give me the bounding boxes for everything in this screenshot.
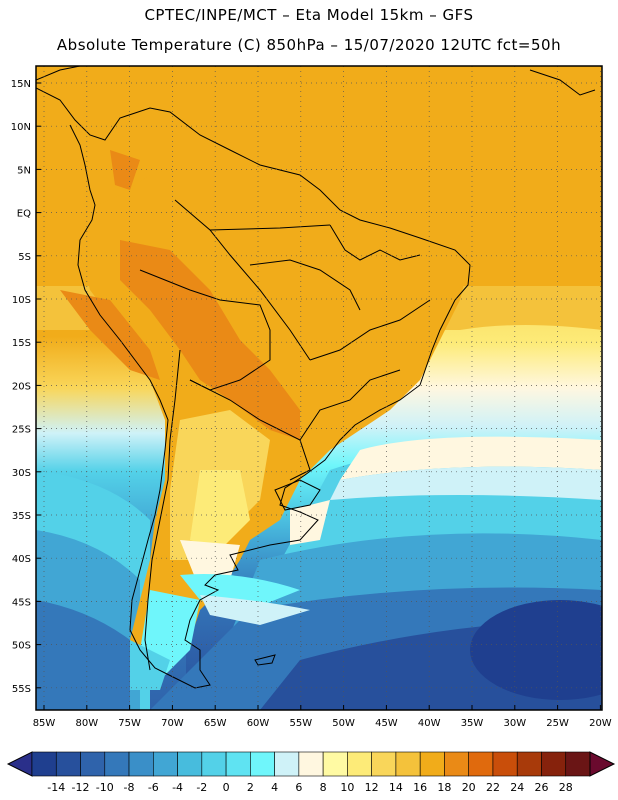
- lat-label: 10N: [11, 122, 31, 133]
- colorbar-cell: [565, 751, 591, 777]
- lat-label: 5N: [17, 165, 31, 176]
- lat-label: 30S: [12, 468, 31, 479]
- lon-label: 65W: [204, 718, 227, 729]
- colorbar-low-arrow: [6, 751, 33, 777]
- lat-label: 35S: [12, 511, 31, 522]
- colorbar-label: 14: [389, 781, 403, 794]
- lon-label: 35W: [461, 718, 484, 729]
- lon-label: 50W: [332, 718, 355, 729]
- lat-label: 15S: [12, 338, 31, 349]
- colorbar-cell: [104, 751, 130, 777]
- lon-label: 20W: [589, 718, 612, 729]
- colorbar-cell: [322, 751, 348, 777]
- colorbar-cell: [177, 751, 203, 777]
- colorbar-cell: [492, 751, 518, 777]
- lat-label: 15N: [11, 79, 31, 90]
- colorbar-label: -8: [124, 781, 135, 794]
- colorbar-label: -10: [96, 781, 114, 794]
- colorbar-label: -12: [72, 781, 90, 794]
- lon-label: 80W: [75, 718, 98, 729]
- colorbar-label: 0: [223, 781, 230, 794]
- colorbar-cell: [468, 751, 494, 777]
- colorbar-label: 10: [340, 781, 354, 794]
- lon-label: 30W: [503, 718, 526, 729]
- colorbar-label: -2: [196, 781, 207, 794]
- lon-label: 60W: [247, 718, 270, 729]
- colorbar-cell: [371, 751, 397, 777]
- colorbar-label: -14: [47, 781, 65, 794]
- colorbar: -14 -12 -10 -8 -6 -4 -2 0 2 4 6 8 10 12 14 16 18 20 22 24 26…: [6, 751, 616, 794]
- colorbar-label: 2: [247, 781, 254, 794]
- colorbar-label: 12: [365, 781, 379, 794]
- colorbar-cell: [128, 751, 154, 777]
- lon-label: 85W: [33, 718, 56, 729]
- colorbar-label: 20: [462, 781, 476, 794]
- lon-label: 45W: [375, 718, 398, 729]
- colorbar-cell: [274, 751, 300, 777]
- temperature-map: 15N 10N 5N EQ 5S 10S 15S 20S 25S 30S 35S 40S 45S 50S 5…: [11, 65, 612, 729]
- colorbar-cell: [516, 751, 542, 777]
- longitude-labels: 85W 80W 75W 70W 65W 60W 55W 50W 45W 40W 35W 30W 25W 2…: [33, 705, 612, 729]
- lat-label: 20S: [12, 381, 31, 392]
- colorbar-label: 6: [295, 781, 302, 794]
- title-line-1: CPTEC/INPE/MCT – Eta Model 15km – GFS: [144, 6, 474, 24]
- colorbar-cell: [80, 751, 106, 777]
- title-line-2: Absolute Temperature (C) 850hPa – 15/07/…: [56, 36, 562, 54]
- latitude-labels: 15N 10N 5N EQ 5S 10S 15S 20S 25S 30S 35S 40S 45S 50S 5…: [11, 79, 41, 695]
- lon-label: 25W: [546, 718, 569, 729]
- colorbar-cell: [55, 751, 81, 777]
- colorbar-cell: [419, 751, 445, 777]
- lat-label: 25S: [12, 425, 31, 436]
- lat-label: 10S: [12, 295, 31, 306]
- lat-label: EQ: [17, 209, 31, 220]
- colorbar-cell: [31, 751, 57, 777]
- colorbar-high-arrow: [589, 751, 616, 777]
- lat-label: 5S: [18, 252, 31, 263]
- lat-label: 55S: [12, 684, 31, 695]
- colorbar-cell: [225, 751, 251, 777]
- colorbar-label: 26: [534, 781, 548, 794]
- colorbar-label: 28: [559, 781, 573, 794]
- lat-label: 45S: [12, 597, 31, 608]
- colorbar-cell: [153, 751, 178, 777]
- map-frame: [35, 65, 603, 711]
- lon-label: 70W: [161, 718, 184, 729]
- lat-label: 40S: [12, 554, 31, 565]
- colorbar-cell: [250, 751, 275, 777]
- colorbar-cell: [444, 751, 469, 777]
- colorbar-label: 4: [271, 781, 278, 794]
- colorbar-label: 22: [486, 781, 500, 794]
- coastline: [36, 66, 596, 689]
- colorbar-label: 18: [437, 781, 451, 794]
- colorbar-cell: [347, 751, 372, 777]
- lon-label: 55W: [289, 718, 312, 729]
- lon-label: 40W: [418, 718, 441, 729]
- colorbar-label: -4: [172, 781, 183, 794]
- colorbar-label: -6: [148, 781, 159, 794]
- colorbar-cell: [298, 751, 324, 777]
- colorbar-label: 8: [320, 781, 327, 794]
- lat-label: 50S: [12, 641, 31, 652]
- lon-label: 75W: [118, 718, 141, 729]
- colorbar-cell: [541, 751, 567, 777]
- colorbar-label: 24: [510, 781, 524, 794]
- colorbar-cell: [201, 751, 227, 777]
- colorbar-cell: [395, 751, 421, 777]
- colorbar-label: 16: [413, 781, 427, 794]
